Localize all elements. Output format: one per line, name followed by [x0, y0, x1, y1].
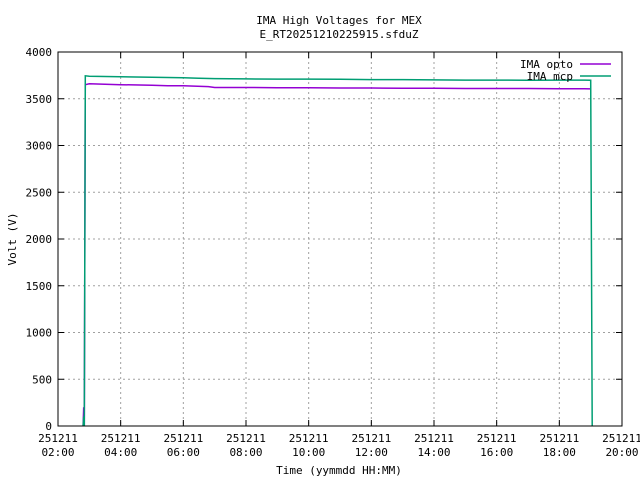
y-tick-label: 0 — [45, 420, 52, 433]
x-tick-label-date: 251211 — [226, 432, 266, 445]
y-tick-label: 500 — [32, 373, 52, 386]
x-tick-label-time: 08:00 — [229, 446, 262, 459]
x-tick-label-date: 251211 — [351, 432, 391, 445]
x-tick-label-date: 251211 — [289, 432, 329, 445]
x-tick-label-date: 251211 — [602, 432, 640, 445]
series-line-0 — [82, 83, 591, 427]
axis-ticks: 0500100015002000250030003500400025121102… — [26, 46, 640, 459]
x-tick-label-time: 06:00 — [167, 446, 200, 459]
x-tick-label-time: 14:00 — [417, 446, 450, 459]
y-tick-label: 3000 — [26, 140, 53, 153]
x-tick-label-date: 251211 — [101, 432, 141, 445]
x-tick-label-date: 251211 — [539, 432, 579, 445]
y-tick-label: 2500 — [26, 186, 53, 199]
y-tick-label: 1500 — [26, 280, 53, 293]
x-tick-label-date: 251211 — [477, 432, 517, 445]
x-tick-label-time: 02:00 — [41, 446, 74, 459]
y-tick-label: 4000 — [26, 46, 53, 59]
x-tick-label-time: 04:00 — [104, 446, 137, 459]
x-tick-label-date: 251211 — [414, 432, 454, 445]
legend-label-1: IMA mcp — [527, 70, 573, 83]
grid-lines — [58, 52, 622, 426]
x-tick-label-time: 18:00 — [543, 446, 576, 459]
series-line-1 — [82, 74, 593, 427]
x-tick-label-time: 10:00 — [292, 446, 325, 459]
chart-subtitle: E_RT20251210225915.sfduZ — [260, 28, 419, 41]
y-tick-label: 2000 — [26, 233, 53, 246]
x-tick-label-time: 16:00 — [480, 446, 513, 459]
chart-title: IMA High Voltages for MEX — [256, 14, 422, 27]
legend-label-0: IMA opto — [520, 58, 573, 71]
series-lines — [82, 74, 593, 427]
x-axis-label: Time (yymmdd HH:MM) — [276, 464, 402, 477]
x-tick-label-date: 251211 — [163, 432, 203, 445]
y-tick-label: 1000 — [26, 327, 53, 340]
plot-frame — [57, 51, 623, 427]
x-tick-label-time: 20:00 — [605, 446, 638, 459]
y-tick-label: 3500 — [26, 93, 53, 106]
x-tick-label-time: 12:00 — [355, 446, 388, 459]
x-tick-label-date: 251211 — [38, 432, 78, 445]
y-axis-label: Volt (V) — [6, 213, 19, 266]
